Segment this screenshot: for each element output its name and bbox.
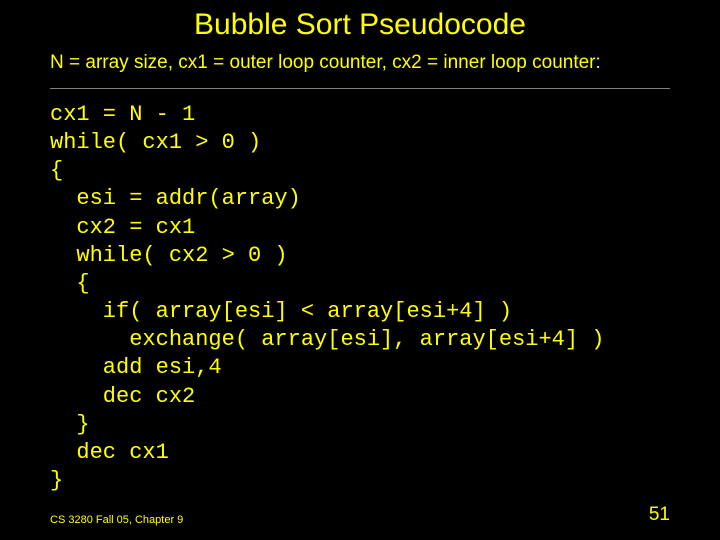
slide-subtitle: N = array size, cx1 = outer loop counter… (50, 52, 670, 74)
code-block: cx1 = N - 1 while( cx1 > 0 ) { esi = add… (50, 101, 670, 495)
slide-title: Bubble Sort Pseudocode (50, 8, 670, 42)
page-number: 51 (649, 504, 670, 526)
footer-left: CS 3280 Fall 05, Chapter 9 (50, 514, 183, 526)
slide: Bubble Sort Pseudocode N = array size, c… (0, 0, 720, 540)
divider (50, 88, 670, 89)
